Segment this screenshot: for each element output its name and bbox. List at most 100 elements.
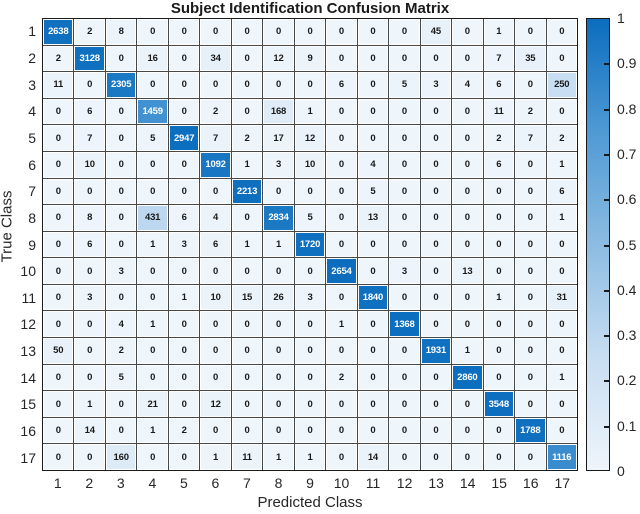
- matrix-cell-r9-c2: 6: [74, 231, 105, 258]
- matrix-cell-r10-c14: 13: [452, 258, 483, 284]
- matrix-cell-r12-c9: 0: [294, 311, 326, 338]
- matrix-cell-r4-c1: 0: [43, 98, 74, 125]
- matrix-cell-r13-c17: 0: [546, 338, 577, 364]
- x-tick-label-16: 16: [522, 475, 539, 491]
- x-tick-label-3: 3: [116, 475, 125, 491]
- matrix-cell-r9-c1: 0: [43, 231, 74, 258]
- matrix-cell-r2-c3: 0: [105, 45, 137, 72]
- matrix-cell-r16-c7: 0: [231, 417, 263, 444]
- matrix-cell-r1-c4: 0: [137, 19, 168, 45]
- x-tick-label-13: 13: [428, 475, 444, 491]
- colorbar-tick-label-0.3: 0.3: [617, 327, 637, 344]
- matrix-cell-r17-c12: 0: [389, 444, 420, 470]
- matrix-cell-r13-c6: 0: [200, 338, 231, 364]
- matrix-cell-r7-c13: 0: [420, 178, 452, 205]
- matrix-cell-r12-c11: 0: [357, 311, 389, 338]
- matrix-cell-r5-c10: 0: [326, 125, 357, 151]
- matrix-cell-r11-c15: 1: [483, 284, 515, 311]
- matrix-cell-r8-c7: 0: [231, 205, 263, 231]
- x-tick-label-9: 9: [306, 475, 314, 491]
- matrix-cell-r3-c3: 2305: [105, 72, 137, 98]
- matrix-cell-r7-c8: 0: [263, 178, 294, 205]
- matrix-cell-r17-c9: 1: [294, 444, 326, 470]
- matrix-cell-r11-c10: 0: [326, 284, 357, 311]
- matrix-cell-r4-c4: 1459: [137, 98, 168, 125]
- matrix-cell-r14-c6: 0: [200, 364, 231, 391]
- matrix-cell-r1-c14: 0: [452, 19, 483, 45]
- matrix-cell-r10-c11: 0: [357, 258, 389, 284]
- matrix-cell-r5-c4: 5: [137, 125, 168, 151]
- matrix-cell-r14-c13: 0: [420, 364, 452, 391]
- matrix-cell-r9-c4: 1: [137, 231, 168, 258]
- matrix-cell-r6-c6: 1092: [200, 151, 231, 178]
- matrix-cell-r6-c1: 0: [43, 151, 74, 178]
- matrix-cell-r13-c7: 0: [231, 338, 263, 364]
- matrix-cell-r8-c6: 4: [200, 205, 231, 231]
- matrix-cell-r6-c3: 0: [105, 151, 137, 178]
- x-tick-label-6: 6: [211, 475, 220, 491]
- matrix-cell-r12-c10: 1: [326, 311, 357, 338]
- matrix-cell-r9-c5: 3: [168, 231, 200, 258]
- matrix-cell-r8-c13: 0: [420, 205, 452, 231]
- matrix-cell-r17-c7: 11: [231, 444, 263, 470]
- matrix-cell-r13-c2: 0: [74, 338, 105, 364]
- matrix-cell-r11-c11: 1840: [357, 284, 389, 311]
- matrix-cell-r15-c7: 0: [231, 391, 263, 417]
- matrix-cell-r17-c11: 14: [357, 444, 389, 470]
- matrix-cell-r16-c15: 0: [483, 417, 515, 444]
- matrix-cell-r11-c5: 1: [168, 284, 200, 311]
- matrix-cell-r5-c1: 0: [43, 125, 74, 151]
- matrix-cell-r14-c7: 0: [231, 364, 263, 391]
- matrix-cell-r6-c15: 6: [483, 151, 515, 178]
- matrix-cell-r5-c9: 12: [294, 125, 326, 151]
- matrix-cell-r4-c16: 2: [515, 98, 546, 125]
- matrix-cell-r9-c8: 1: [263, 231, 294, 258]
- matrix-cell-r3-c4: 0: [137, 72, 168, 98]
- matrix-cell-r13-c9: 0: [294, 338, 326, 364]
- matrix-cell-r1-c7: 0: [231, 19, 263, 45]
- matrix-cell-r17-c5: 0: [168, 444, 200, 470]
- matrix-cell-r16-c9: 0: [294, 417, 326, 444]
- y-tick-label-10: 10: [20, 263, 36, 280]
- y-tick-label-9: 9: [28, 236, 36, 253]
- matrix-cell-r8-c5: 6: [168, 205, 200, 231]
- colorbar-tick-mark: [604, 244, 609, 247]
- matrix-cell-r17-c8: 1: [263, 444, 294, 470]
- matrix-cell-r6-c2: 10: [74, 151, 105, 178]
- colorbar-tick-mark: [604, 153, 609, 156]
- matrix-cell-r4-c6: 2: [200, 98, 231, 125]
- x-tick-label-10: 10: [333, 475, 350, 491]
- matrix-cell-r14-c1: 0: [43, 364, 74, 391]
- chart-title: Subject Identification Confusion Matrix: [170, 0, 450, 17]
- matrix-cell-r1-c13: 45: [420, 19, 452, 45]
- matrix-cell-r10-c5: 0: [168, 258, 200, 284]
- matrix-cell-r13-c11: 0: [357, 338, 389, 364]
- matrix-cell-r17-c17: 1116: [546, 444, 577, 470]
- matrix-cell-r1-c9: 0: [294, 19, 326, 45]
- matrix-cell-r11-c9: 3: [294, 284, 326, 311]
- matrix-cell-r6-c4: 0: [137, 151, 168, 178]
- colorbar-tick-label-0.8: 0.8: [617, 100, 637, 117]
- matrix-cell-r5-c13: 0: [420, 125, 452, 151]
- matrix-cell-r8-c17: 1: [546, 205, 577, 231]
- x-tick-label-4: 4: [148, 475, 157, 491]
- matrix-cell-r9-c11: 0: [357, 231, 389, 258]
- matrix-cell-r11-c6: 10: [200, 284, 231, 311]
- matrix-cell-r14-c10: 2: [326, 364, 357, 391]
- matrix-cell-r8-c12: 0: [389, 205, 420, 231]
- matrix-cell-r1-c5: 0: [168, 19, 200, 45]
- matrix-cell-r4-c9: 1: [294, 98, 326, 125]
- matrix-cell-r7-c7: 2213: [231, 178, 263, 205]
- matrix-cell-r1-c11: 0: [357, 19, 389, 45]
- matrix-cell-r6-c12: 0: [389, 151, 420, 178]
- matrix-cell-r3-c8: 0: [263, 72, 294, 98]
- x-tick-label-14: 14: [459, 475, 476, 491]
- matrix-cell-r2-c5: 0: [168, 45, 200, 72]
- matrix-cell-r13-c16: 0: [515, 338, 546, 364]
- matrix-cell-r14-c4: 0: [137, 364, 168, 391]
- matrix-cell-r10-c4: 0: [137, 258, 168, 284]
- matrix-cell-r13-c10: 0: [326, 338, 357, 364]
- matrix-cell-r15-c2: 1: [74, 391, 105, 417]
- matrix-cell-r6-c5: 0: [168, 151, 200, 178]
- matrix-cell-r16-c14: 0: [452, 417, 483, 444]
